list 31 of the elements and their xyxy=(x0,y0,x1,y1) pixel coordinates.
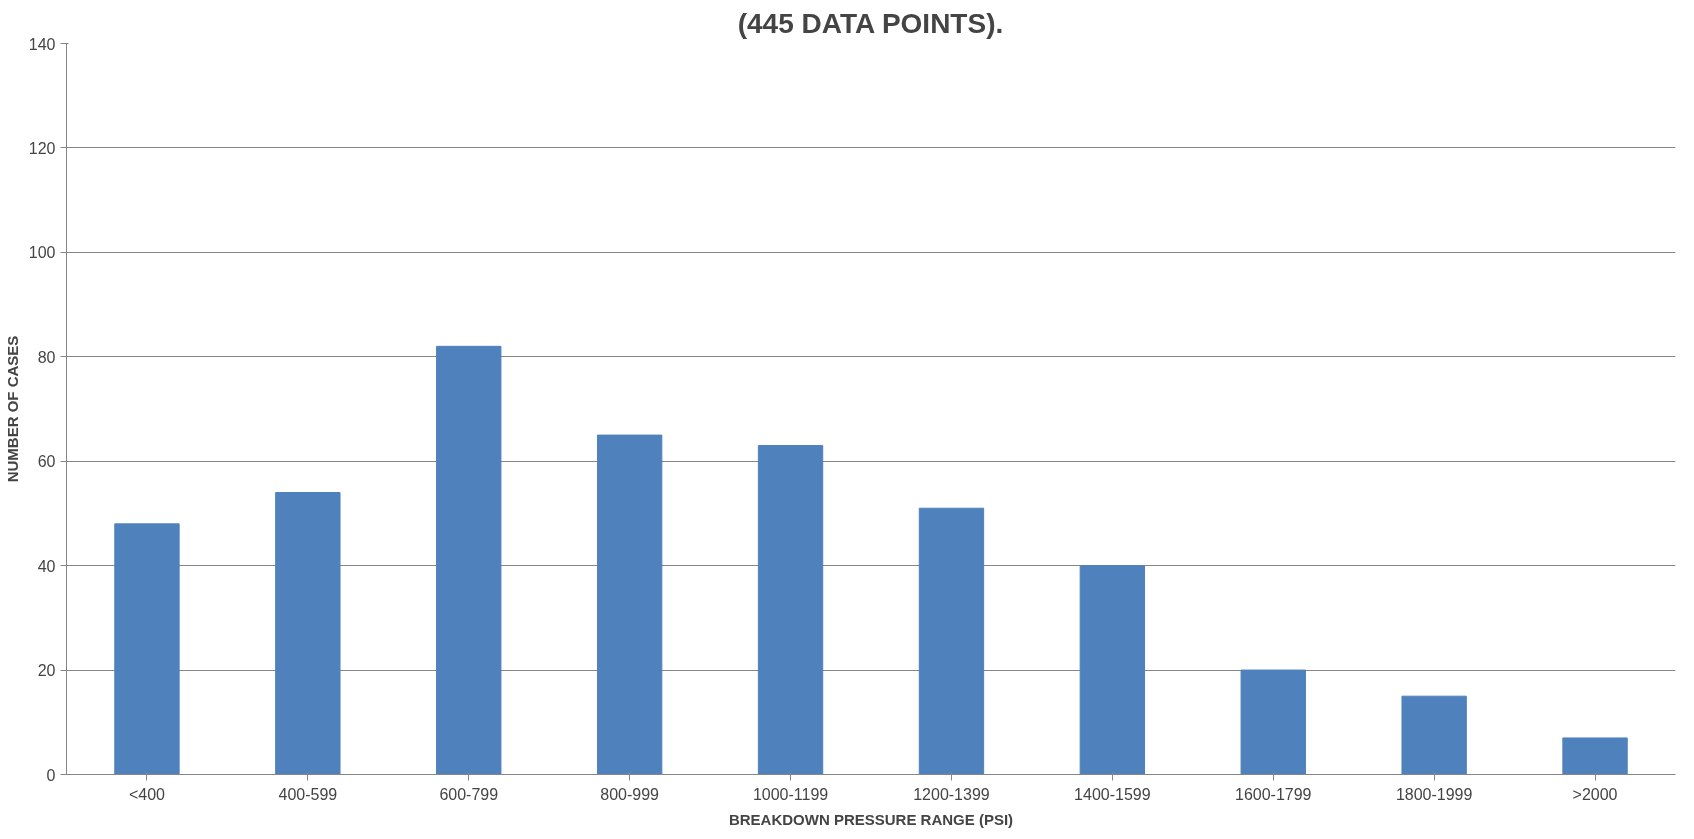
x-tick-label: 1600-1799 xyxy=(1234,785,1312,803)
x-tick-label: >2000 xyxy=(1572,785,1618,803)
y-tick-label: 100 xyxy=(28,244,56,262)
bar xyxy=(1240,669,1306,775)
bar xyxy=(1562,737,1628,775)
x-tick-label: 400-599 xyxy=(278,785,338,803)
y-tick-label: 40 xyxy=(37,557,56,575)
y-tick-label: 60 xyxy=(37,453,56,471)
x-tick-label: 800-999 xyxy=(600,785,660,803)
y-tick-label: 20 xyxy=(37,662,56,680)
x-tick-label: 1200-1399 xyxy=(913,785,990,803)
x-axis-title: BREAKDOWN PRESSURE RANGE (PSI) xyxy=(728,810,1014,828)
bar xyxy=(757,445,824,775)
y-tick-label: 120 xyxy=(28,139,56,157)
bar xyxy=(114,523,180,775)
bar xyxy=(596,434,663,775)
y-tick-label: 140 xyxy=(28,35,56,53)
x-tick-label: 1400-1599 xyxy=(1074,785,1151,803)
y-tick-label: 80 xyxy=(37,348,56,366)
x-tick-label: 600-799 xyxy=(439,785,499,803)
chart-title: (445 DATA POINTS). xyxy=(737,7,1004,39)
bar xyxy=(1079,565,1146,775)
y-tick-label: 0 xyxy=(46,766,56,784)
x-tick-label: 1000-1199 xyxy=(752,785,829,803)
x-tick-label: 1800-1999 xyxy=(1395,785,1473,803)
bar xyxy=(918,507,985,775)
bar xyxy=(275,492,341,775)
bar xyxy=(1401,695,1467,775)
bar xyxy=(436,345,502,775)
y-axis-title: NUMBER OF CASES xyxy=(3,335,21,483)
x-tick-label: <400 xyxy=(128,785,166,803)
